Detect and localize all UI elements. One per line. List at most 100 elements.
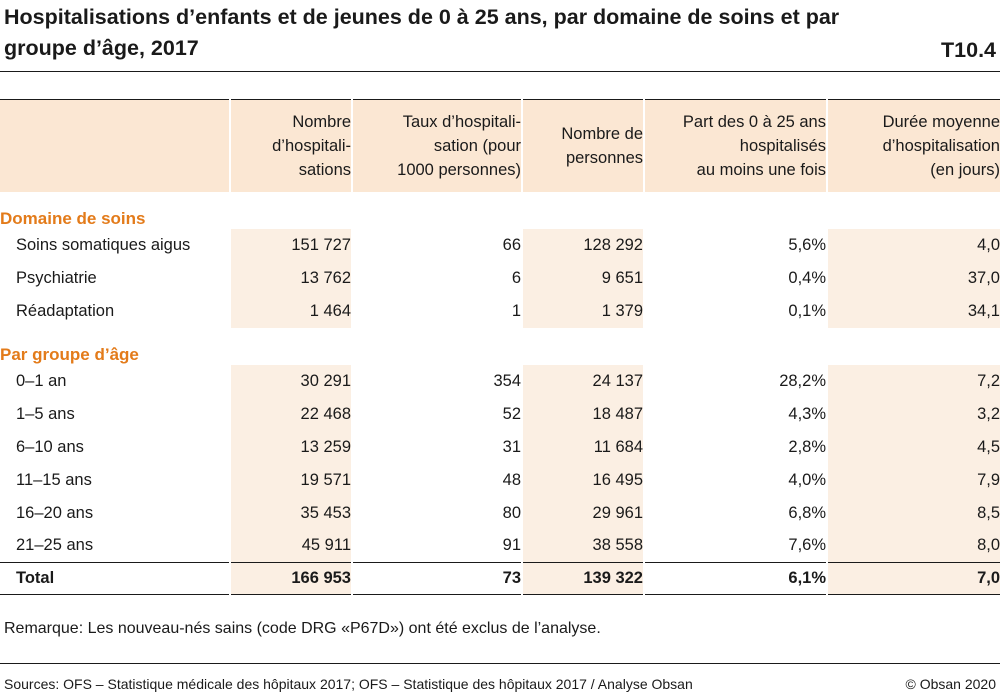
section-title: Domaine de soins [0,208,146,228]
column-header-line: Nombre de [561,124,643,143]
table-cell: 2,8% [643,430,827,464]
table-cell: 13 762 [229,261,352,295]
remark-note: Remarque: Les nouveau-nés sains (code DR… [4,620,601,637]
column-header-line: sation (pour [433,136,521,155]
table-cell: 45 911 [229,529,352,563]
table-cell: 38 558 [521,529,644,563]
table-cell: 29 961 [521,496,644,530]
table-cell: 4,0% [643,463,827,497]
table-cell: 7,6% [643,529,827,563]
table-cell: 166 953 [229,562,352,595]
table-cell: 139 322 [521,562,644,595]
column-header-4: Part des 0 à 25 ans hospitalisés au moins … [643,99,827,192]
table-row: Psychiatrie 13 762 6 9 651 0,4% 37,0 [0,261,1000,295]
table-cell: 18 487 [521,397,644,431]
table-cell: 4,0 [826,228,1000,262]
table-cell: 8,0 [826,529,1000,563]
table-cell: 6 [351,261,522,295]
page-title: Hospitalisations d’enfants et de jeunes … [4,5,840,60]
section-header-row: Par groupe d’âge [0,328,1000,365]
column-header-line: 1000 personnes) [397,160,521,179]
table-cell: 0,1% [643,294,827,328]
table-cell: 28,2% [643,364,827,398]
column-header-1: Nombre d’hospitali-sations [229,99,352,192]
row-label: Soins somatiques aigus [16,235,191,254]
table-row: 16–20 ans 35 453 80 29 961 6,8% 8,5 [0,496,1000,530]
table-cell: 24 137 [521,364,644,398]
column-header-5: Durée moyenne d’hospitalisation (en jours) [826,99,1000,192]
table-cell: 37,0 [826,261,1000,295]
data-table: Nombre d’hospitali-sations Taux d’hospital… [0,99,1000,595]
table-cell: 8,5 [826,496,1000,530]
table-cell: 66 [351,228,522,262]
table-cell: 35 453 [229,496,352,530]
table-cell: 34,1 [826,294,1000,328]
table-cell: 9 651 [521,261,644,295]
table-row: 0–1 an 30 291 354 24 137 28,2% 7,2 [0,364,1000,398]
table-cell: 6,1% [643,562,827,595]
table-cell: 354 [351,364,522,398]
column-header-line: Nombre [292,112,351,131]
table-row: 11–15 ans 19 571 48 16 495 4,0% 7,9 [0,463,1000,497]
table-cell: 1 464 [229,294,352,328]
row-label: Psychiatrie [16,268,97,287]
sources-note: Sources: OFS – Statistique médicale des … [4,676,693,692]
table-row: Réadaptation 1 464 1 1 379 0,1% 34,1 [0,294,1000,328]
row-label: 21–25 ans [16,536,94,555]
column-header-3: Nombre de personnes [521,99,644,192]
row-label: 0–1 an [16,371,67,390]
table-cell: 4,3% [643,397,827,431]
table-cell: 91 [351,529,522,563]
table-cell: 48 [351,463,522,497]
column-header-line: au moins une fois [696,160,826,179]
table-cell: 19 571 [229,463,352,497]
table-id: T10.4 [941,38,996,62]
table-cell: 52 [351,397,522,431]
title-rule [0,71,1000,72]
column-header-line: Durée moyenne [882,112,1000,131]
row-label: 16–20 ans [16,503,94,522]
column-header-line: personnes [565,148,643,167]
copyright-note: © Obsan 2020 [905,676,997,692]
table-cell: 1 379 [521,294,644,328]
table-cell: 30 291 [229,364,352,398]
table-row: Soins somatiques aigus 151 727 66 128 292 5,… [0,228,1000,262]
table-cell: 16 495 [521,463,644,497]
table-cell: 22 468 [229,397,352,431]
row-label: 1–5 ans [16,404,75,423]
table-body: Domaine de soins Soins somatiques aigus 15… [0,192,1000,595]
table-row: 6–10 ans 13 259 31 11 684 2,8% 4,5 [0,430,1000,464]
table-cell: 6,8% [643,496,827,530]
table-cell: 31 [351,430,522,464]
table-cell: 3,2 [826,397,1000,431]
section-header-row: Domaine de soins [0,192,1000,229]
column-header-line: sations [298,160,351,179]
row-label: 6–10 ans [16,437,84,456]
column-header-line: (en jours) [930,160,1000,179]
row-label: 11–15 ans [16,470,92,489]
table-cell: 1 [351,294,522,328]
column-header-line: hospitalisés [739,136,826,155]
table-cell: 73 [351,562,522,595]
table-cell: 4,5 [826,430,1000,464]
section-title: Par groupe d’âge [0,344,139,364]
table-cell: 0,4% [643,261,827,295]
column-header-2: Taux d’hospitali-sation (pour 1000 person… [351,99,522,192]
title-block: Hospitalisations d’enfants et de jeunes … [4,2,996,68]
total-row: Total 166 953 73 139 322 6,1% 7,0 [0,562,1000,595]
table-cell: 7,9 [826,463,1000,497]
table-row: 21–25 ans 45 911 91 38 558 7,6% 8,0 [0,529,1000,563]
column-header-line: Part des 0 à 25 ans [682,112,826,131]
header-row: Nombre d’hospitali-sations Taux d’hospital… [0,99,1000,192]
column-header-0 [0,99,230,192]
table-cell: 7,0 [826,562,1000,595]
table-cell: 11 684 [521,430,644,464]
row-label: Réadaptation [16,301,115,320]
column-header-line: d’hospitali- [272,136,351,155]
table-row: 1–5 ans 22 468 52 18 487 4,3% 3,2 [0,397,1000,431]
row-label: Total [0,562,230,595]
table-cell: 13 259 [229,430,352,464]
table-cell: 5,6% [643,228,827,262]
column-header-line: Taux d’hospitali- [402,112,521,131]
table-cell: 151 727 [229,228,352,262]
